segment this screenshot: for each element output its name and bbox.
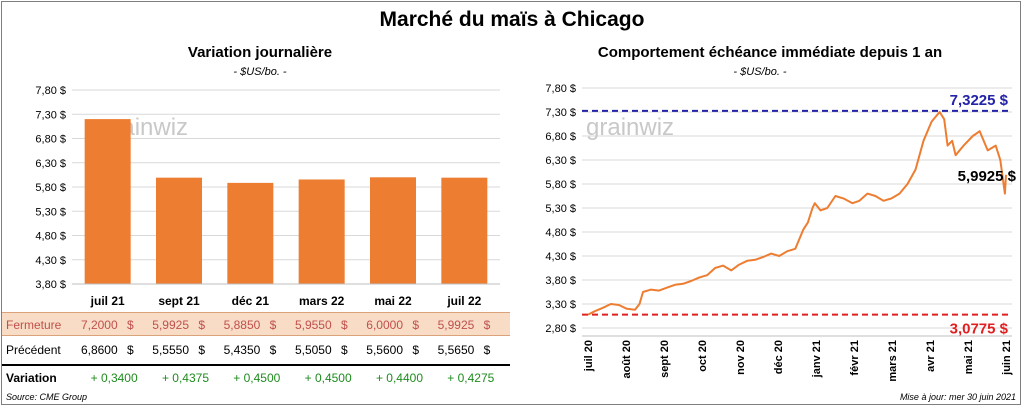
low-label: 3,0775 $ — [950, 321, 1009, 338]
table-cell: 5,5600 — [366, 343, 403, 357]
price-line — [587, 111, 1007, 316]
right-y-tick-label: 4,30 $ — [545, 251, 576, 263]
left-y-tick-label: 6,30 $ — [35, 158, 66, 170]
currency-symbol: $ — [412, 343, 419, 357]
table-cell: 6,8600 — [80, 343, 118, 357]
table-cell: 5,5550 — [152, 343, 189, 357]
table-cell: + 0,4500 — [304, 371, 352, 385]
currency-symbol: $ — [412, 318, 419, 332]
table-cell: + 0,3400 — [90, 371, 138, 385]
left-y-tick-label: 5,80 $ — [35, 182, 66, 194]
table-cell: + 0,4400 — [375, 371, 423, 385]
last-price-label: 5,9925 $ — [958, 168, 1017, 185]
currency-symbol: $ — [483, 318, 491, 332]
currency-symbol: $ — [340, 318, 348, 332]
right-y-tick-label: 5,30 $ — [545, 203, 576, 215]
right-x-tick-label: mars 21 — [887, 340, 899, 382]
left-chart-title: Variation journalière — [187, 44, 333, 61]
right-x-tick-label: sept 20 — [659, 340, 671, 378]
high-label: 7,3225 $ — [950, 92, 1009, 109]
table-cell: + 0,4500 — [233, 371, 281, 385]
currency-symbol: $ — [269, 318, 277, 332]
currency-symbol: $ — [198, 343, 205, 357]
right-y-tick-label: 7,80 $ — [545, 83, 576, 95]
right-y-tick-label: 6,80 $ — [545, 131, 576, 143]
right-x-tick-label: déc 20 — [773, 340, 785, 374]
right-y-tick-label: 4,80 $ — [545, 227, 576, 239]
table-cell: 5,9925 — [152, 318, 189, 332]
right-chart-unit: - $US/bo. - — [733, 66, 787, 78]
left-x-tick-label: sept 21 — [158, 294, 200, 308]
bar — [156, 177, 202, 284]
row-label: Fermeture — [6, 318, 62, 332]
right-x-tick-label: juil 20 — [583, 340, 595, 372]
right-x-tick-label: nov 20 — [735, 340, 747, 375]
currency-symbol: $ — [126, 343, 134, 357]
left-x-tick-label: juil 22 — [446, 294, 481, 308]
table-cell: 5,9550 — [294, 318, 332, 332]
right-x-tick-label: avr 21 — [925, 340, 937, 372]
currency-symbol: $ — [340, 343, 348, 357]
right-x-tick-label: oct 20 — [697, 340, 709, 372]
table-cell: + 0,4375 — [161, 371, 209, 385]
table-row: Fermeture 7,2000 $5,9925 $5,8850 $5,9550 $6,0… — [2, 312, 510, 336]
table-cell: 5,5050 — [294, 343, 332, 357]
left-y-tick-label: 7,30 $ — [35, 109, 66, 121]
page-title: Marché du maïs à Chicago — [379, 8, 645, 31]
table-cell: 5,4350 — [223, 343, 261, 357]
left-x-tick-label: mai 22 — [374, 294, 412, 308]
left-y-tick-label: 3,80 $ — [35, 279, 66, 291]
left-chart-unit: - $US/bo. - — [233, 66, 287, 78]
source-note: Source: CME Group — [6, 392, 88, 402]
right-x-tick-label: janv 21 — [811, 340, 823, 378]
bar — [227, 182, 274, 284]
left-y-tick-label: 7,80 $ — [35, 85, 66, 97]
table-cell: 5,9925 — [437, 318, 475, 332]
currency-symbol: $ — [483, 343, 491, 357]
left-x-tick-label: mars 22 — [299, 294, 345, 308]
right-x-tick-label: juin 21 — [1001, 340, 1013, 376]
left-y-tick-label: 5,30 $ — [35, 206, 66, 218]
table-cell: + 0,4275 — [447, 371, 495, 385]
right-x-tick-label: févr 21 — [849, 340, 861, 375]
right-y-tick-label: 3,30 $ — [545, 299, 576, 311]
right-y-tick-label: 2,80 $ — [545, 323, 576, 335]
right-y-tick-label: 7,30 $ — [545, 107, 576, 119]
right-x-tick-label: août 20 — [621, 340, 633, 379]
bar — [84, 119, 131, 284]
table-row: Précédent 6,8600 $5,5550 $5,4350 $5,5050 $5,5… — [2, 338, 510, 362]
table-cell: 6,0000 — [366, 318, 403, 332]
right-y-tick-label: 3,80 $ — [545, 275, 576, 287]
bar — [370, 177, 416, 284]
currency-symbol: $ — [198, 318, 205, 332]
right-chart-title: Comportement échéance immédiate depuis 1… — [597, 44, 943, 61]
table-row: Variation + 0,3400 + 0,4375 + 0,4500 + 0,450… — [2, 364, 510, 390]
bar — [441, 177, 488, 284]
left-y-tick-label: 6,80 $ — [35, 134, 66, 146]
left-x-tick-label: juil 21 — [90, 294, 125, 308]
row-label: Précédent — [6, 343, 61, 357]
right-y-tick-label: 5,80 $ — [545, 179, 576, 191]
update-note: Mise à jour: mer 30 juin 2021 — [899, 392, 1016, 402]
currency-symbol: $ — [269, 343, 277, 357]
row-label: Variation — [6, 371, 57, 385]
bar — [298, 179, 345, 284]
currency-symbol: $ — [126, 318, 134, 332]
table-cell: 7,2000 — [80, 318, 118, 332]
left-y-tick-label: 4,80 $ — [35, 231, 66, 243]
right-y-tick-label: 6,30 $ — [545, 155, 576, 167]
right-watermark: grainwiz — [586, 114, 674, 141]
table-cell: 5,8850 — [223, 318, 261, 332]
left-y-tick-label: 4,30 $ — [35, 255, 66, 267]
right-x-tick-label: mai 21 — [963, 340, 975, 374]
left-x-tick-label: déc 21 — [232, 294, 270, 308]
table-cell: 5,5650 — [437, 343, 475, 357]
